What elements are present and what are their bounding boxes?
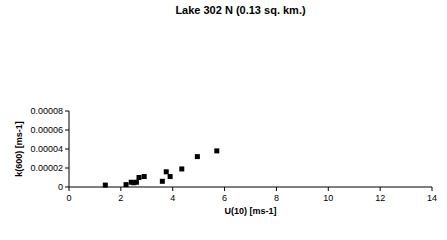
- x-tick: [172, 187, 173, 191]
- point: [164, 169, 169, 174]
- chart: Lake 302 N (0.13 sq. km.) 0 0.00002 0.00004…: [0, 0, 447, 240]
- point: [160, 179, 165, 184]
- title: Lake 302 N (0.13 sq. km.): [175, 4, 306, 16]
- point: [179, 166, 184, 171]
- y-tick-label: 0: [58, 182, 63, 192]
- point: [137, 175, 142, 180]
- x-tick: [432, 187, 433, 191]
- y-tick: [65, 149, 69, 150]
- x-tick-label: 0: [66, 193, 71, 203]
- x-tick-label: 4: [170, 193, 175, 203]
- x-tick-label: 14: [427, 193, 437, 203]
- y-tick: [65, 168, 69, 169]
- y-tick: [65, 130, 69, 131]
- y-tick-label: 0.00006: [30, 125, 63, 135]
- y-tick: [65, 111, 69, 112]
- x-tick: [328, 187, 329, 191]
- x-tick-label: 6: [222, 193, 227, 203]
- x-tick-label: 10: [323, 193, 333, 203]
- y-tick: [65, 187, 69, 188]
- x-tick: [224, 187, 225, 191]
- point: [214, 148, 219, 153]
- point: [134, 180, 139, 185]
- point: [142, 174, 147, 179]
- y-tick-label: 0.00004: [30, 144, 63, 154]
- point: [103, 183, 108, 188]
- x-tick-label: 12: [375, 193, 385, 203]
- point: [195, 154, 200, 159]
- x-tick: [276, 187, 277, 191]
- points: [103, 148, 219, 187]
- x-axis-label: U(10) [ms-1]: [224, 206, 276, 216]
- x-tick: [69, 187, 70, 191]
- y-tick-label: 0.00002: [30, 163, 63, 173]
- x-axis: [69, 187, 432, 188]
- y-tick-label: 0.00008: [30, 106, 63, 116]
- x-tick-label: 2: [118, 193, 123, 203]
- x-tick: [120, 187, 121, 191]
- y-axis-label: k(600) [ms-1]: [14, 121, 24, 177]
- point: [168, 174, 173, 179]
- x-tick-label: 8: [274, 193, 279, 203]
- x-tick: [380, 187, 381, 191]
- point: [124, 182, 129, 187]
